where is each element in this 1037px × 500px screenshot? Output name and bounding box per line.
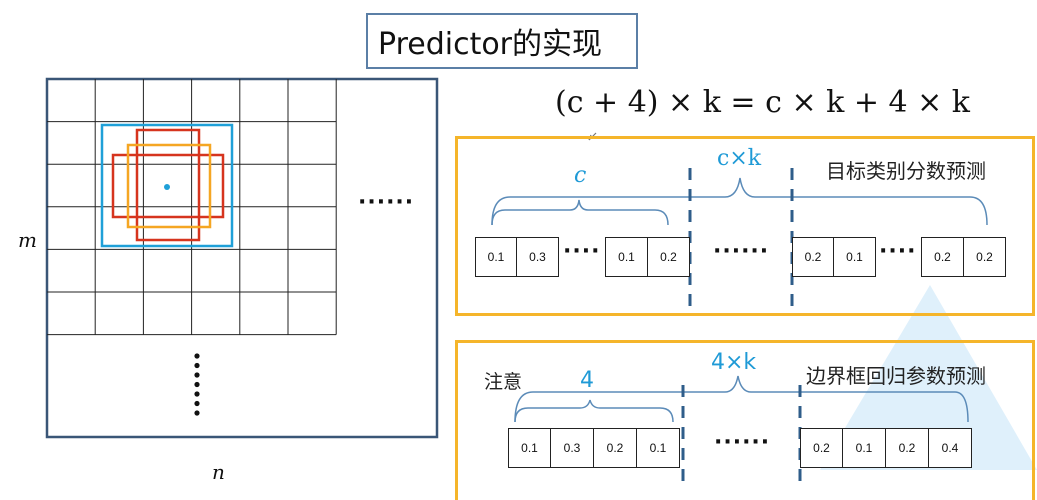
bbox-cell: 0.2 bbox=[594, 428, 637, 468]
vertical-ellipsis bbox=[194, 353, 200, 416]
brace-4 bbox=[514, 399, 674, 423]
score-group-2: 0.1 0.2 bbox=[605, 237, 690, 277]
brace-label-c: c bbox=[574, 163, 587, 188]
score-cell: 0.2 bbox=[921, 237, 964, 277]
ellipsis-dot bbox=[194, 400, 200, 407]
bbox-regression-title: 边界框回归参数预测 bbox=[806, 364, 986, 388]
axis-label-n: n bbox=[212, 460, 225, 484]
brace-ck bbox=[491, 177, 988, 226]
brace-label-4k: 4×k bbox=[711, 350, 757, 375]
score-cell: 0.3 bbox=[517, 237, 559, 277]
bbox-ellipsis-mid: ······ bbox=[714, 430, 771, 455]
ellipsis-dot bbox=[194, 410, 200, 416]
brace-c bbox=[491, 199, 669, 226]
bbox-group-1: 0.1 0.3 0.2 0.1 bbox=[508, 428, 680, 468]
score-ellipsis-2: ···· bbox=[879, 239, 917, 264]
ellipsis-dot bbox=[194, 362, 200, 369]
score-ellipsis-1: ···· bbox=[563, 239, 601, 264]
score-group-3: 0.2 0.1 bbox=[792, 237, 876, 277]
ellipsis-dot bbox=[194, 372, 200, 378]
score-cell: 0.1 bbox=[834, 237, 876, 277]
bbox-regression-panel bbox=[455, 340, 1035, 500]
brace-label-4: 4 bbox=[580, 368, 594, 393]
diagram-canvas bbox=[45, 77, 1037, 485]
bbox-cell: 0.2 bbox=[800, 428, 843, 468]
formula: (c + 4) × k = c × k + 4 × k bbox=[555, 85, 970, 120]
class-score-title: 目标类别分数预测 bbox=[826, 159, 986, 183]
anchor-box-orange bbox=[126, 143, 212, 229]
feature-map-border bbox=[45, 77, 439, 439]
anchor-center-point bbox=[164, 184, 170, 190]
page-title: Predictor的实现 bbox=[366, 13, 638, 69]
score-cell: 0.2 bbox=[648, 237, 690, 277]
score-ellipsis-mid: ······ bbox=[713, 239, 770, 264]
axis-label-m: m bbox=[18, 228, 37, 252]
brace-4k bbox=[514, 375, 969, 423]
score-cell: 0.2 bbox=[792, 237, 834, 277]
bbox-cell: 0.2 bbox=[886, 428, 929, 468]
bbox-cell: 0.4 bbox=[929, 428, 972, 468]
feature-map-grid bbox=[47, 79, 337, 336]
background-shape bbox=[820, 285, 1037, 470]
score-group-1: 0.1 0.3 bbox=[475, 237, 559, 277]
bbox-cell: 0.1 bbox=[637, 428, 680, 468]
note-label: 注意 bbox=[484, 371, 523, 393]
ellipsis-dot bbox=[194, 381, 200, 388]
anchor-box-red-wide bbox=[111, 153, 225, 219]
score-cell: 0.2 bbox=[964, 237, 1006, 277]
brace-label-ck: c×k bbox=[717, 146, 762, 171]
bbox-group-2: 0.2 0.1 0.2 0.4 bbox=[800, 428, 972, 468]
ellipsis-dot bbox=[194, 391, 200, 397]
horizontal-ellipsis: ······ bbox=[358, 190, 415, 215]
anchor-box-red-tall bbox=[135, 128, 201, 242]
bbox-cell: 0.1 bbox=[843, 428, 886, 468]
class-score-panel bbox=[455, 136, 1035, 316]
score-group-4: 0.2 0.2 bbox=[921, 237, 1006, 277]
score-cell: 0.1 bbox=[605, 237, 648, 277]
bbox-cell: 0.3 bbox=[551, 428, 594, 468]
score-cell: 0.1 bbox=[475, 237, 517, 277]
anchor-box-cyan bbox=[100, 123, 234, 248]
bbox-cell: 0.1 bbox=[508, 428, 551, 468]
ellipsis-dot bbox=[194, 353, 200, 359]
